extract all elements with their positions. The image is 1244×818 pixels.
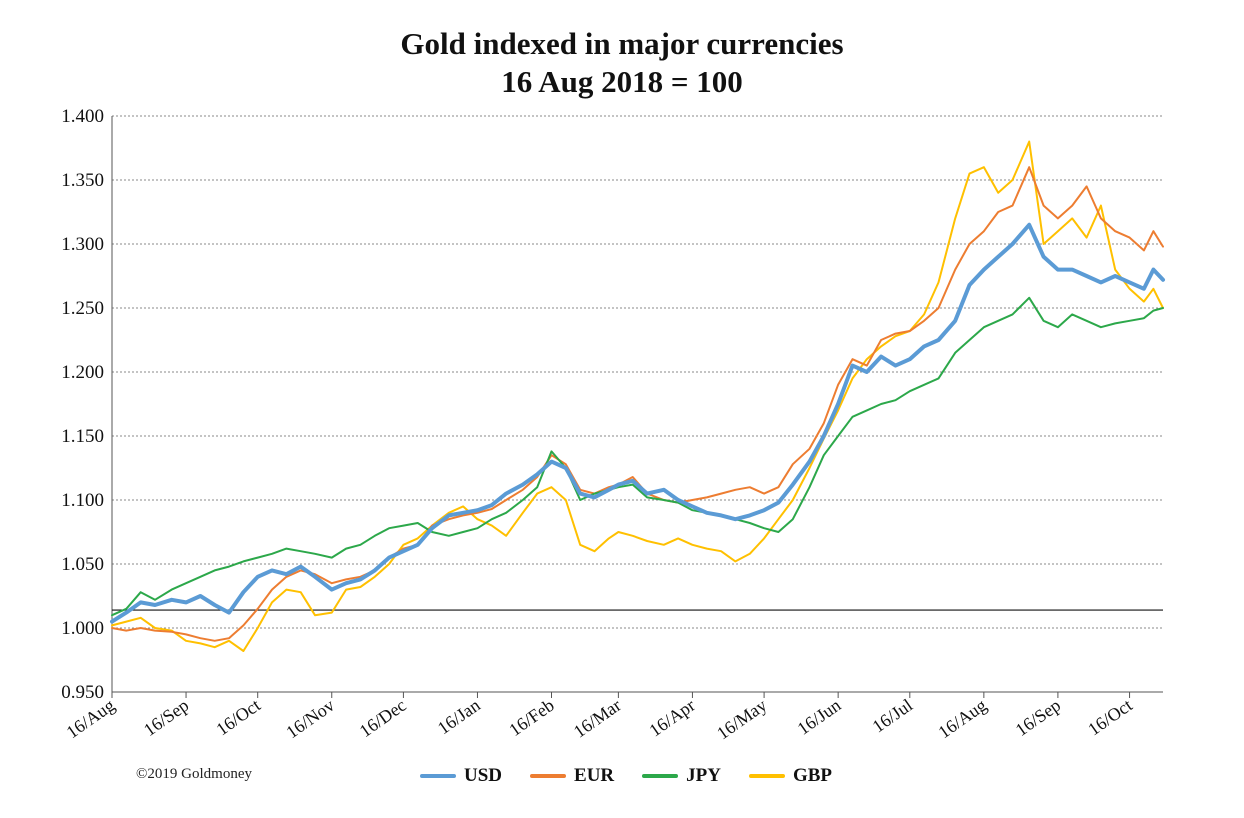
y-tick-label: 1.000 xyxy=(61,618,104,639)
legend-label: JPY xyxy=(686,765,721,786)
x-tick-label: 16/Apr xyxy=(645,695,698,741)
y-tick-label: 1.150 xyxy=(61,426,104,447)
x-tick-label: 16/Jan xyxy=(434,695,484,738)
legend-label: GBP xyxy=(792,765,833,786)
copyright-text: ©2019 Goldmoney xyxy=(136,766,252,782)
x-tick-label: 16/Feb xyxy=(505,695,557,740)
x-tick-label: 16/Nov xyxy=(282,695,338,742)
x-tick-label: 16/Oct xyxy=(1084,695,1136,739)
y-tick-label: 1.250 xyxy=(61,298,104,319)
x-tick-label: 16/Sep xyxy=(1012,695,1064,740)
x-tick-label: 16/Dec xyxy=(356,695,410,741)
legend-swatch xyxy=(530,774,567,778)
legend-swatch xyxy=(420,774,456,778)
y-tick-label: 1.400 xyxy=(61,106,104,127)
x-tick-label: 16/Mar xyxy=(570,695,625,742)
legend-item-gbp: GBP xyxy=(748,765,833,787)
series-line-gbp xyxy=(111,140,1164,652)
series-line-usd xyxy=(110,222,1165,624)
x-tick-label: 16/Sep xyxy=(140,695,192,740)
legend-label: EUR xyxy=(574,765,615,786)
x-tick-label: 16/Jul xyxy=(869,695,917,737)
y-tick-label: 0.950 xyxy=(61,682,104,703)
chart-title: Gold indexed in major currencies xyxy=(400,26,844,61)
x-tick-label: 16/Aug xyxy=(934,695,990,742)
y-tick-label: 1.100 xyxy=(61,490,104,511)
legend-item-usd: USD xyxy=(420,765,502,787)
x-tick-label: 16/May xyxy=(713,695,770,744)
legend-item-eur: EUR xyxy=(530,765,614,787)
x-tick-label: 16/Oct xyxy=(212,695,264,739)
legend-swatch xyxy=(748,774,785,778)
y-tick-label: 1.050 xyxy=(61,554,104,575)
legend-item-jpy: JPY xyxy=(642,765,721,787)
y-tick-label: 1.300 xyxy=(61,234,104,255)
series-line-jpy xyxy=(111,296,1164,617)
chart-subtitle: 16 Aug 2018 = 100 xyxy=(501,64,743,99)
y-tick-label: 1.200 xyxy=(61,362,104,383)
legend-label: USD xyxy=(464,765,503,786)
x-tick-label: 16/Jun xyxy=(794,695,845,739)
legend-swatch xyxy=(642,774,679,778)
chart-legend: USD EUR JPY GBP xyxy=(420,765,860,787)
y-tick-label: 1.350 xyxy=(61,170,104,191)
